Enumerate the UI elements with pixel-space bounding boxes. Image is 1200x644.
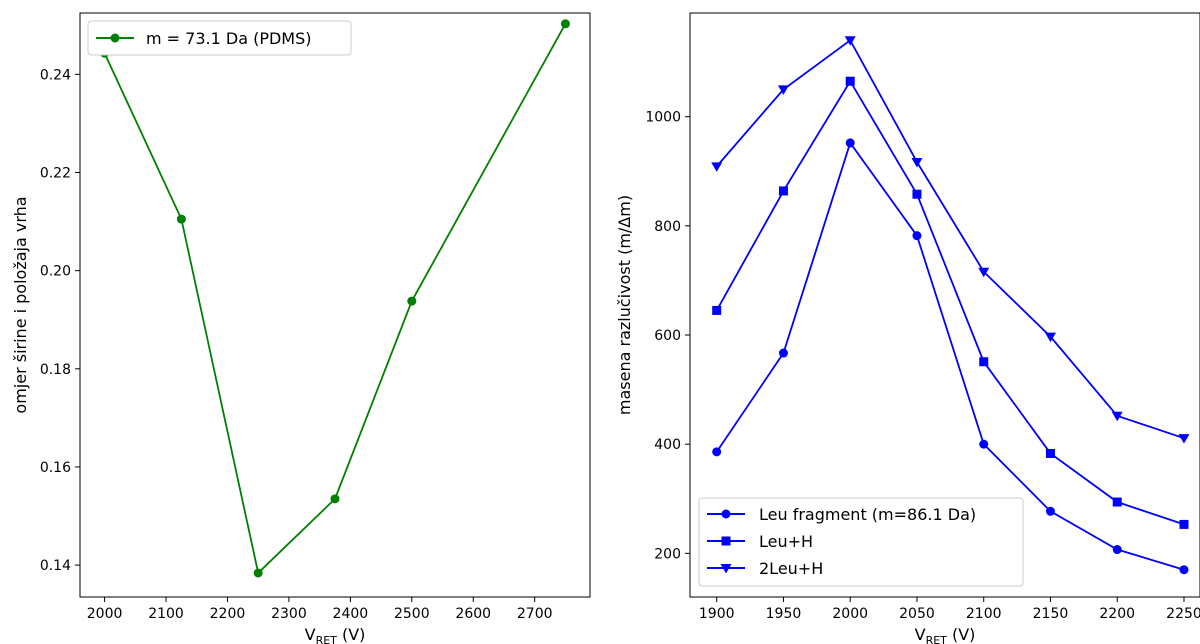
left-legend: m = 73.1 Da (PDMS) [87, 20, 352, 56]
left-legend-box [87, 20, 352, 56]
chart-left: 2000 2100 2200 2300 2400 2500 2600 2700 0.14 0.16… [11, 12, 591, 644]
right-x-tick-label: 2100 [966, 606, 1002, 622]
left-x-tick-label: 2700 [517, 606, 553, 622]
right-legend-marker-square [721, 536, 731, 546]
left-axis-ticks: 2000 2100 2200 2300 2400 2500 2600 2700 0.14 0.16… [40, 67, 553, 622]
left-y-tick-label: 0.20 [40, 264, 71, 280]
right-x-tick-label: 1900 [699, 606, 735, 622]
right-x-axis-title: VRET (V) [915, 625, 976, 644]
right-series-3-point [1178, 434, 1190, 444]
right-series-1-point [979, 439, 989, 449]
right-series-1-line [715, 140, 1185, 571]
left-series-1-point [176, 214, 186, 224]
left-legend-marker [110, 33, 120, 43]
right-series-2-point [1045, 448, 1055, 458]
right-series-2-point [1179, 519, 1189, 529]
left-x-tick-label: 2400 [333, 606, 369, 622]
right-series-2-line [715, 79, 1185, 526]
left-y-tick-label: 0.16 [40, 460, 71, 476]
left-plot-frame [79, 12, 591, 598]
right-x-tick-label: 2000 [832, 606, 868, 622]
left-series-1-point [330, 494, 340, 504]
right-x-tick-label: 2200 [1099, 606, 1135, 622]
right-y-tick-label: 400 [654, 437, 681, 453]
left-x-tick-label: 2500 [394, 606, 430, 622]
left-series-1-point [560, 19, 570, 29]
right-legend-box [698, 497, 1024, 587]
right-legend-marker-triangle [720, 564, 732, 574]
right-series-3-point [1111, 411, 1123, 422]
right-series-3-point [777, 85, 789, 95]
left-series-1-line [103, 23, 567, 575]
left-x-tick-label: 2200 [210, 606, 246, 622]
left-series-layer [100, 19, 570, 578]
left-x-tick-label: 2600 [455, 606, 491, 622]
right-series-layer [711, 36, 1190, 575]
left-y-tick-label: 0.24 [40, 67, 71, 83]
left-series-1-point [407, 296, 417, 306]
right-series-2-point [845, 76, 855, 86]
right-y-tick-label: 1000 [645, 110, 681, 126]
left-x-tick-label: 2000 [87, 606, 123, 622]
right-x-tick-label: 2050 [899, 606, 935, 622]
right-series-3-point [844, 36, 856, 46]
right-series-2-point [778, 186, 788, 196]
right-legend-marker-circle [721, 509, 731, 519]
right-y-tick-label: 800 [654, 219, 681, 235]
left-x-tick-label: 2100 [148, 606, 184, 622]
right-plot-frame [689, 12, 1200, 598]
left-series-1-point [253, 568, 263, 578]
left-legend-label: m = 73.1 Da (PDMS) [146, 29, 312, 48]
right-series-3-point [911, 158, 923, 168]
right-series-3-point [1044, 332, 1056, 343]
left-y-axis-title: omjer širine i položaja vrha [11, 196, 30, 413]
right-axis-ticks: 1900 1950 2000 2050 2100 2150 2200 2250 200 400 60… [645, 110, 1200, 622]
right-series-1-point [1112, 545, 1122, 555]
right-y-tick-label: 600 [654, 328, 681, 344]
right-x-tick-label: 1950 [766, 606, 802, 622]
right-series-3-point [711, 162, 723, 172]
right-series-2-point [912, 189, 922, 199]
right-series-1-point [845, 138, 855, 148]
right-legend-label-3: 2Leu+H [759, 559, 823, 578]
right-series-1-point [778, 348, 788, 358]
right-legend-label-1: Leu fragment (m=86.1 Da) [759, 505, 976, 524]
right-series-2-point [1112, 497, 1122, 507]
left-y-tick-label: 0.14 [40, 558, 71, 574]
right-series-2-point [979, 357, 989, 367]
right-legend-label-2: Leu+H [759, 532, 813, 551]
right-series-1-point [1179, 565, 1189, 575]
left-x-axis-title: VRET (V) [305, 625, 366, 644]
right-y-axis-title: masena razlučivost (m/Δm) [615, 195, 634, 415]
right-series-1-point [912, 231, 922, 241]
right-x-tick-label: 2250 [1166, 606, 1200, 622]
right-y-tick-label: 200 [654, 546, 681, 562]
left-y-tick-label: 0.22 [40, 165, 71, 181]
right-x-tick-label: 2150 [1033, 606, 1069, 622]
right-series-3-point [978, 267, 990, 278]
right-legend: Leu fragment (m=86.1 Da) Leu+H 2Leu+H [698, 497, 1024, 587]
right-series-1-point [712, 447, 722, 457]
right-series-3-line [716, 38, 1185, 440]
chart-right: 1900 1950 2000 2050 2100 2150 2200 2250 200 400 60… [615, 12, 1200, 644]
left-y-tick-label: 0.18 [40, 362, 71, 378]
left-x-tick-label: 2300 [271, 606, 307, 622]
right-series-2-point [712, 305, 722, 315]
right-series-1-point [1045, 506, 1055, 516]
